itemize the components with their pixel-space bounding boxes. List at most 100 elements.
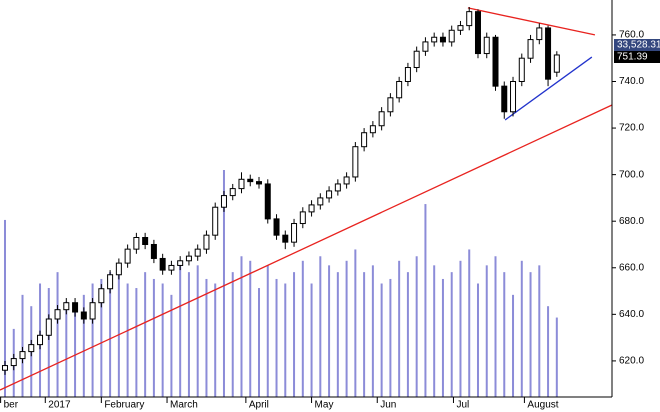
candle-body <box>45 318 52 336</box>
candle-body <box>299 211 306 225</box>
candle-body <box>527 39 534 59</box>
candle-body <box>413 50 420 69</box>
trendline <box>504 56 593 121</box>
trendline <box>467 7 596 36</box>
candle-body <box>107 274 114 290</box>
volume-bar <box>468 249 471 397</box>
volume-bar <box>406 272 409 397</box>
volume-bar <box>231 272 234 397</box>
volume-bar <box>240 256 243 397</box>
volume-bar <box>441 278 444 397</box>
candle-body <box>10 358 17 367</box>
candle-body <box>273 218 280 236</box>
volume-layer <box>3 170 558 397</box>
candle-body <box>448 29 455 43</box>
candle-body <box>431 36 438 43</box>
volume-bar <box>144 272 147 397</box>
volume-bar <box>398 260 401 397</box>
candle-body <box>378 111 385 127</box>
candle-body <box>326 190 333 199</box>
candle-body <box>483 36 490 55</box>
x-tick-label: April <box>249 400 269 411</box>
volume-bar <box>547 306 550 397</box>
volume-bar <box>450 272 453 397</box>
volume-bar <box>415 256 418 397</box>
candle-body <box>89 302 96 320</box>
volume-bar <box>301 260 304 397</box>
candle-body <box>518 57 525 82</box>
price-label: 751.39 <box>617 52 648 63</box>
x-tick-label: 2017 <box>48 400 71 411</box>
volume-bar <box>319 256 322 397</box>
candle-body <box>238 178 245 190</box>
candle-body <box>334 183 341 192</box>
x-tick-label: February <box>104 400 144 411</box>
volume-bar <box>433 265 436 397</box>
x-tick-label: ber <box>4 400 19 411</box>
volume-bar <box>529 272 532 397</box>
candle-body <box>220 195 227 208</box>
volume-bar <box>100 278 103 397</box>
volume-bar <box>512 294 515 397</box>
candle-body <box>343 176 350 185</box>
volume-bar <box>538 265 541 397</box>
x-tick-label: August <box>527 400 558 411</box>
candle-body <box>150 243 157 259</box>
volume-bar <box>371 265 374 397</box>
candle-body <box>142 237 149 245</box>
volume-bar <box>56 272 59 397</box>
volume-bar <box>126 283 129 397</box>
volume-bar <box>354 249 357 397</box>
candle-body <box>510 80 517 113</box>
volume-bar <box>117 265 120 397</box>
candle-body <box>212 206 219 236</box>
volume-bar <box>380 283 383 397</box>
candle-body <box>124 248 131 264</box>
x-tick-label: March <box>170 400 198 411</box>
volume-bar <box>258 288 261 397</box>
candle-body <box>352 146 359 178</box>
trendline <box>0 104 612 391</box>
candle-body <box>439 36 446 43</box>
volume-bar <box>222 170 225 397</box>
candle-body <box>1 365 8 371</box>
candle-body <box>177 260 184 266</box>
volume-bar <box>555 317 558 397</box>
volume-bar <box>310 283 313 397</box>
candle-body <box>159 257 166 271</box>
candle-body <box>457 25 464 31</box>
price-label-box <box>614 39 660 51</box>
candle-body <box>404 67 411 82</box>
volume-bar <box>266 265 269 397</box>
volume-bar <box>214 283 217 397</box>
volume-bar <box>476 283 479 397</box>
candle-body <box>422 41 429 52</box>
volume-bar <box>389 278 392 397</box>
volume-bar <box>21 294 24 397</box>
price-label: 33,528.31 <box>617 40 660 51</box>
volume-bar <box>74 310 77 397</box>
y-tick-label: 660.0 <box>619 262 644 273</box>
candle-body <box>264 183 271 220</box>
volume-bar <box>503 272 506 397</box>
volume-bar <box>249 260 252 397</box>
volume-bar <box>91 283 94 397</box>
candle-body <box>37 334 44 346</box>
y-tick-label: 640.0 <box>619 309 644 320</box>
candle-body <box>369 125 376 134</box>
candle-body <box>63 302 70 311</box>
volume-bar <box>494 256 497 397</box>
trendline-layer <box>0 7 612 391</box>
x-tick-label: Jul <box>456 400 469 411</box>
candle-body <box>185 255 192 262</box>
candle-body <box>545 27 552 80</box>
x-tick-label: Jun <box>380 400 396 411</box>
candle-body <box>247 178 254 183</box>
candle-body <box>501 85 508 113</box>
volume-bar <box>205 278 208 397</box>
volume-bar <box>485 265 488 397</box>
volume-bar <box>459 260 462 397</box>
candle-body <box>387 97 394 113</box>
candle-body <box>282 234 289 243</box>
